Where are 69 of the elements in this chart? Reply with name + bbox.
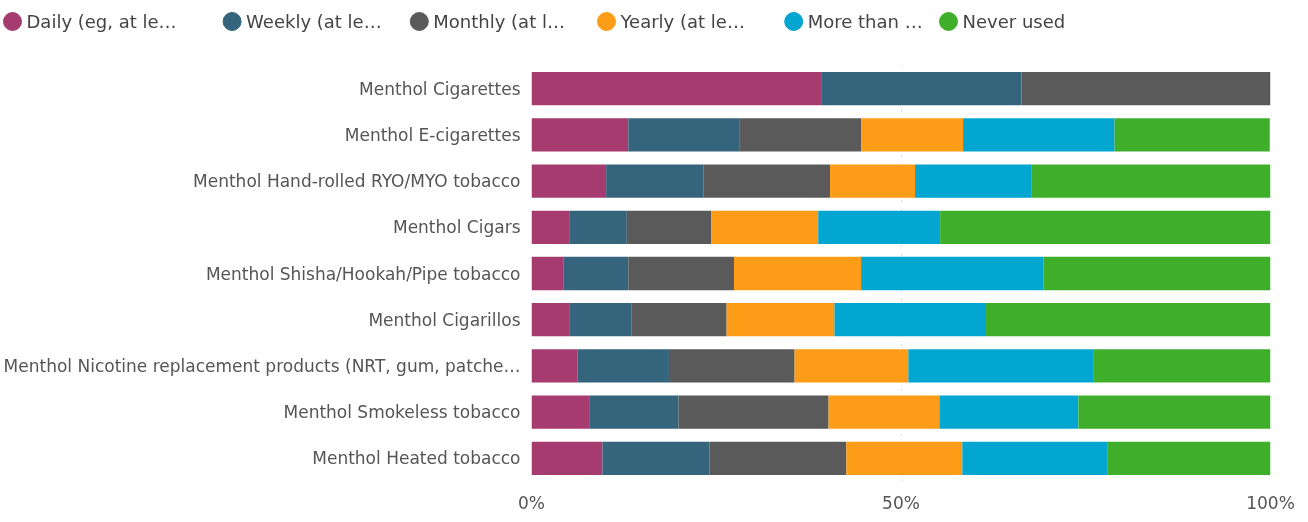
y-tick-label: Menthol Cigarillos	[368, 309, 521, 330]
bar	[963, 118, 1115, 152]
bar	[1107, 441, 1271, 476]
bar	[739, 118, 862, 152]
bar	[606, 164, 704, 198]
bar	[628, 118, 740, 152]
bar	[1021, 71, 1271, 106]
bar	[1114, 118, 1270, 152]
bar	[531, 71, 822, 106]
bar	[531, 256, 564, 291]
y-tick-label: Menthol Shisha/Hookah/Pipe tobacco	[205, 263, 521, 284]
bar	[577, 349, 669, 383]
bar	[703, 164, 831, 198]
bar	[939, 395, 1079, 429]
bar	[962, 441, 1108, 476]
y-tick-label: Menthol E-cigarettes	[344, 124, 521, 145]
x-tick-label: 50%	[882, 492, 920, 513]
legend-label: More than …	[807, 11, 923, 32]
bar	[915, 164, 1032, 198]
bar	[531, 441, 603, 476]
bar	[985, 303, 1271, 337]
bar	[531, 395, 590, 429]
y-tick-label: Menthol Heated tobacco	[312, 448, 521, 469]
bar	[828, 395, 940, 429]
bar	[726, 303, 835, 337]
bar	[830, 164, 916, 198]
bar	[733, 256, 862, 291]
legend-label: Yearly (at le…	[619, 11, 745, 32]
bar	[711, 210, 819, 244]
bar	[531, 210, 570, 244]
bar	[569, 210, 627, 244]
bar	[531, 164, 607, 198]
legend-label: Weekly (at le…	[246, 11, 382, 32]
x-tick-label: 0%	[518, 492, 545, 513]
bar	[1031, 164, 1271, 198]
bar	[602, 441, 710, 476]
legend-label: Daily (eg, at le…	[26, 11, 177, 32]
bar	[818, 210, 941, 244]
bar	[794, 349, 909, 383]
y-tick-label: Menthol Nicotine replacement products (NRT, gum, patche…	[3, 355, 521, 376]
bar	[531, 303, 570, 337]
bar	[668, 349, 795, 383]
bar	[1078, 395, 1271, 429]
y-tick-label: Menthol Hand-rolled RYO/MYO tobacco	[193, 171, 521, 192]
bar	[589, 395, 679, 429]
bar	[1043, 256, 1271, 291]
bar	[628, 256, 734, 291]
y-tick-label: Menthol Cigars	[392, 217, 521, 238]
bar	[531, 118, 629, 152]
bar	[821, 71, 1022, 106]
bar	[569, 303, 632, 337]
bar	[1093, 349, 1271, 383]
y-tick-label: Menthol Smokeless tobacco	[283, 402, 521, 423]
bar	[834, 303, 986, 337]
y-tick-label: Menthol Cigarettes	[359, 78, 521, 99]
bar	[861, 118, 964, 152]
legend-label: Monthly (at l…	[433, 11, 565, 32]
legend-label: Never used	[962, 11, 1066, 32]
bar	[846, 441, 963, 476]
bar	[563, 256, 629, 291]
bar	[908, 349, 1094, 383]
bar	[678, 395, 829, 429]
bar	[709, 441, 847, 476]
bar	[626, 210, 712, 244]
bar	[531, 349, 578, 383]
bar	[940, 210, 1271, 244]
bar	[861, 256, 1044, 291]
x-tick-label: 100%	[1246, 492, 1295, 513]
bar	[631, 303, 727, 337]
